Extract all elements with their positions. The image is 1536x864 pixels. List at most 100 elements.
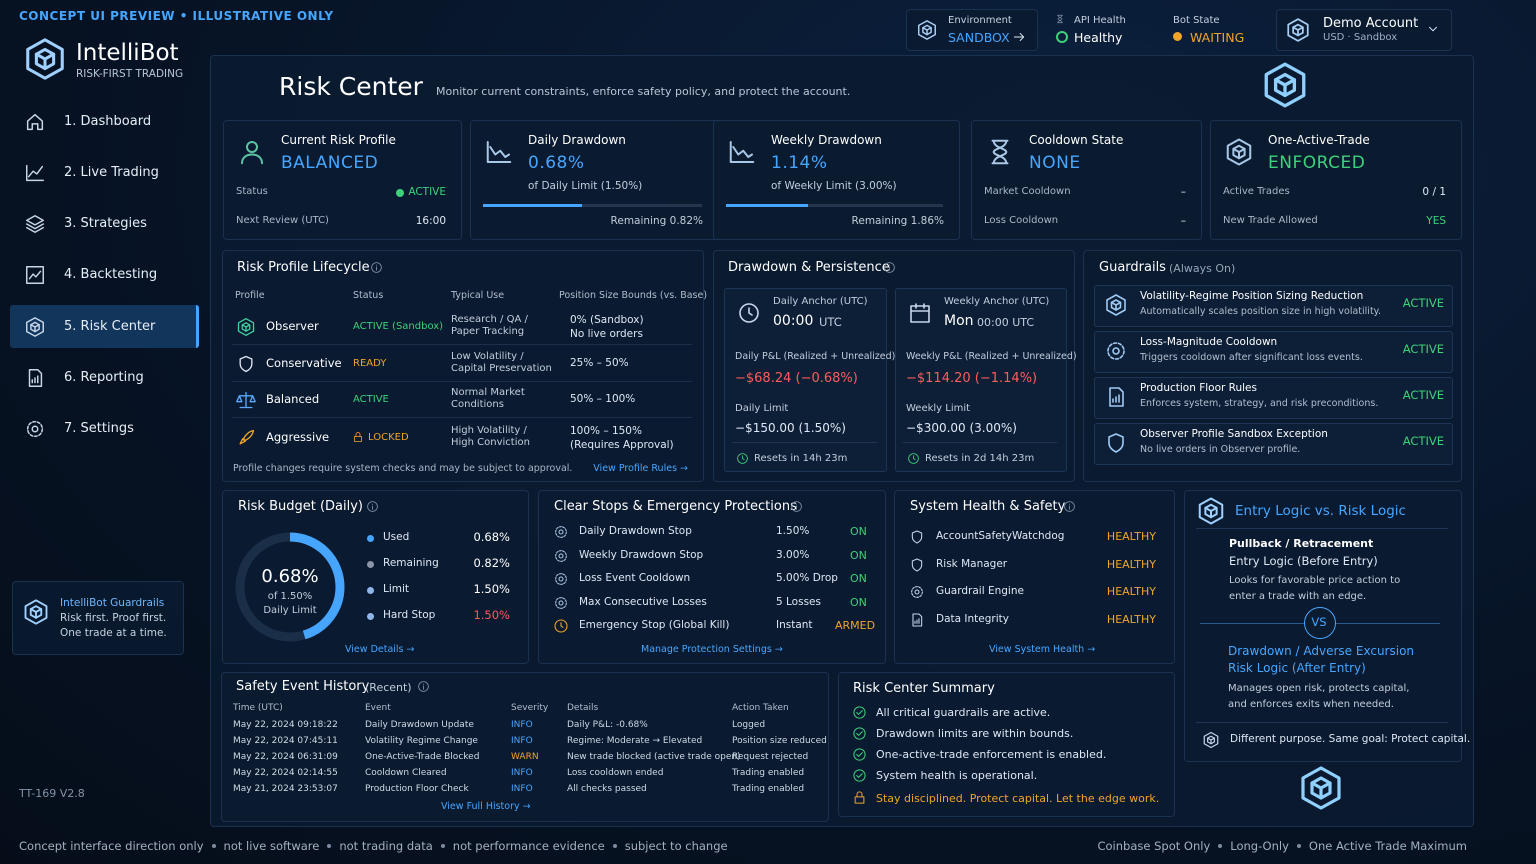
kpi-note: of Daily Limit (1.50%) (528, 180, 643, 192)
row-divider (232, 344, 692, 345)
account-name[interactable]: Demo Account (1323, 16, 1419, 31)
icon-part (354, 432, 362, 442)
kpi-title: One-Active-Trade (1268, 133, 1370, 147)
icon-part (371, 262, 382, 273)
icon (236, 354, 256, 374)
anchor-value: Mon (944, 313, 974, 329)
pnl-value: −$114.20 (−1.14%) (906, 371, 1038, 386)
size-bounds: (Requires Approval) (570, 439, 674, 451)
kpi-row-label: Status (236, 186, 268, 197)
link[interactable]: View Profile Rules → (593, 463, 688, 474)
kpi-remaining: Remaining 0.82% (610, 215, 703, 227)
icon-part (555, 596, 567, 609)
kpi-value: 1.14% (771, 153, 828, 173)
history-cell: All checks passed (567, 784, 647, 794)
row-divider (732, 442, 877, 443)
budget-value: 1.50% (473, 608, 510, 622)
env-value[interactable]: SANDBOX (948, 30, 1010, 45)
icon-part (914, 617, 920, 624)
typical-use: Low Volatility / (451, 351, 524, 362)
history-cell: Volatility Regime Change (365, 736, 478, 746)
column-header: Profile (235, 290, 265, 301)
icon-part (558, 552, 564, 559)
icon-part (1106, 294, 1126, 316)
icon-part (26, 317, 44, 337)
link[interactable]: View Full History → (441, 801, 531, 812)
icon (236, 317, 256, 337)
icon (985, 137, 1015, 167)
status-dot (1056, 31, 1068, 43)
stop-state: ARMED (835, 619, 876, 632)
icon (1104, 385, 1128, 409)
row-divider (232, 381, 692, 382)
nav-item[interactable]: 6. Reporting (64, 370, 144, 385)
service-status: HEALTHY (1106, 585, 1156, 598)
icon-part (26, 113, 44, 131)
logic-sub: Entry Logic (Before Entry) (1229, 554, 1378, 568)
icon-part (1064, 501, 1075, 512)
icon-part (555, 526, 567, 538)
panel-title: Entry Logic vs. Risk Logic (1235, 503, 1406, 519)
icon (1196, 496, 1226, 526)
history-cell: INFO (511, 720, 533, 730)
page-title: Risk Center (279, 72, 423, 101)
side-card (12, 581, 184, 655)
anchor-card (895, 288, 1067, 472)
kpi-remaining: Remaining 1.86% (851, 215, 944, 227)
icon-part (26, 266, 44, 284)
logic-sub: Risk Logic (After Entry) (1228, 661, 1366, 675)
account-box (1276, 9, 1452, 51)
nav-item[interactable]: 4. Backtesting (64, 267, 158, 282)
nav-item[interactable]: 3. Strategies (64, 216, 147, 231)
guardrail-desc: Triggers cooldown after significant loss… (1140, 352, 1363, 363)
health-panel (894, 490, 1175, 664)
icon-part (884, 262, 895, 273)
history-cell: May 22, 2024 09:18:22 (233, 720, 338, 730)
icon-part (918, 20, 936, 40)
icon (370, 261, 383, 274)
icon-part (555, 573, 567, 585)
nav-item[interactable]: 2. Live Trading (64, 165, 159, 180)
progress-fill (483, 204, 583, 207)
icon (553, 548, 569, 564)
icon-part (1064, 501, 1075, 512)
icon-part (555, 549, 567, 562)
panel-title: Drawdown & Persistence (728, 260, 890, 275)
icon (236, 428, 256, 448)
guardrail-status: ACTIVE (1402, 434, 1444, 448)
icon-part (853, 769, 866, 782)
side-card-line: Risk first. Proof first. (60, 612, 167, 624)
legend-dot (367, 613, 374, 620)
gauge-value: 0.68% (261, 566, 319, 587)
link[interactable]: Manage Protection Settings → (641, 644, 783, 655)
stop-name: Loss Event Cooldown (579, 572, 691, 584)
icon-part (1207, 737, 1215, 745)
icon-part (1108, 433, 1124, 453)
pnl-label: Weekly P&L (Realized + Unrealized) (906, 351, 1077, 362)
icon (1260, 60, 1310, 110)
link[interactable]: View System Health → (989, 644, 1096, 655)
nav-item[interactable]: 1. Dashboard (64, 114, 152, 129)
icon-part (34, 52, 56, 71)
guardrail-row (1094, 423, 1453, 465)
nav-item[interactable]: 7. Settings (64, 421, 134, 436)
logic-desc: Looks for favorable price action to ente… (1229, 575, 1401, 602)
column-header: Position Size Bounds (vs. Base) (559, 290, 708, 301)
icon-part (912, 612, 923, 627)
icon-part (241, 141, 263, 165)
history-cell: Trading enabled (732, 768, 805, 778)
icon-part (26, 215, 44, 233)
logic-desc: Manages open risk, protects capital, and… (1228, 683, 1410, 710)
guardrail-row (1094, 285, 1453, 327)
icon-part (486, 141, 512, 163)
icon-part (1203, 731, 1219, 749)
link[interactable]: View Details → (345, 644, 415, 655)
legend-dot (367, 535, 374, 542)
icon-part (908, 453, 919, 464)
icon-part (729, 141, 755, 163)
icon (553, 595, 569, 611)
icon (1104, 431, 1128, 455)
guardrail-row (1094, 331, 1453, 373)
nav-item[interactable]: 5. Risk Center (64, 319, 156, 334)
icon-part (1107, 342, 1125, 360)
